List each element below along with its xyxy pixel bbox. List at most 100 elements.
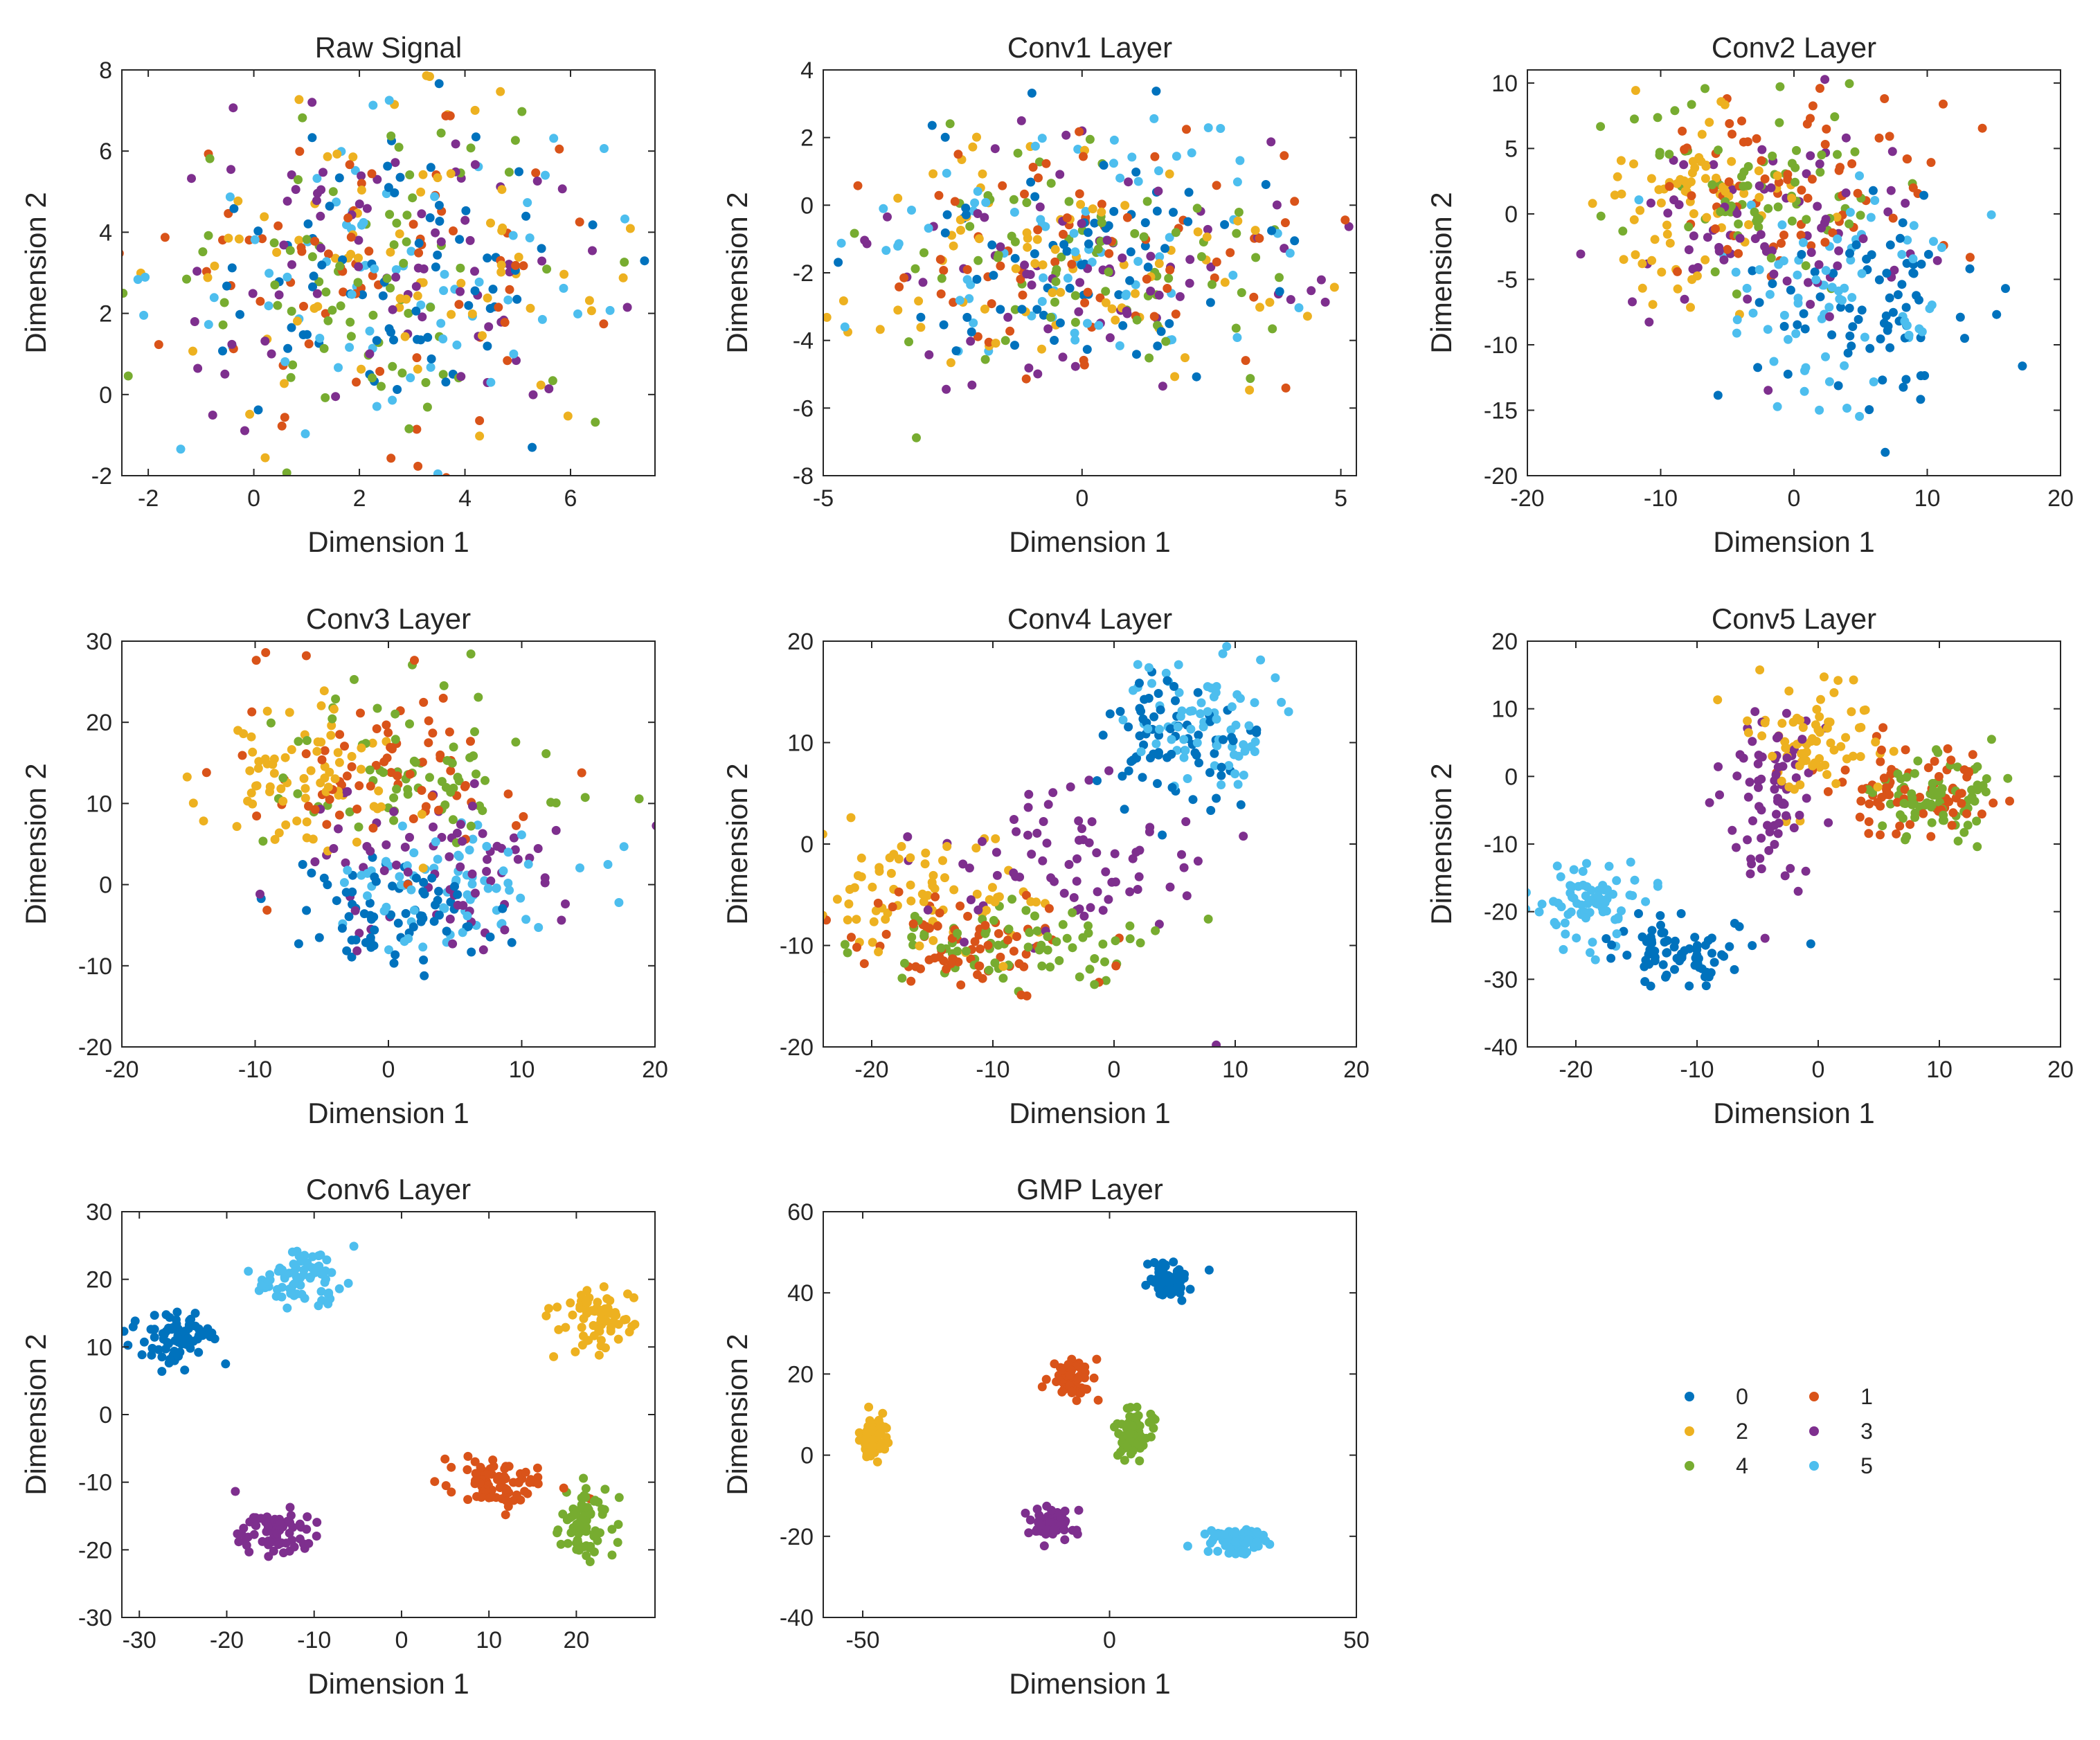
y-axis-label: Dimension 2 [721, 1334, 753, 1495]
y-tick-label: -20 [1484, 463, 1518, 490]
point-class-1 [1050, 257, 1060, 267]
point-class-4 [474, 692, 483, 702]
point-class-0 [1185, 1284, 1195, 1294]
point-class-5 [1904, 330, 1914, 340]
y-tick-label: -15 [1484, 397, 1518, 424]
point-class-0 [1143, 262, 1153, 272]
point-class-0 [418, 913, 428, 923]
point-class-2 [906, 880, 915, 890]
point-class-4 [998, 974, 1008, 983]
point-class-2 [1754, 166, 1764, 176]
point-class-3 [1316, 275, 1326, 285]
point-class-5 [1732, 328, 1741, 338]
point-class-1 [1678, 126, 1687, 136]
point-class-4 [1000, 336, 1010, 346]
point-class-2 [251, 781, 260, 791]
point-class-2 [210, 261, 219, 271]
point-class-2 [293, 316, 302, 326]
point-class-5 [1285, 249, 1295, 258]
point-class-2 [599, 1282, 609, 1291]
point-class-5 [209, 293, 219, 303]
point-class-2 [418, 278, 428, 287]
point-class-4 [1732, 289, 1741, 299]
point-class-1 [345, 160, 355, 170]
point-class-2 [874, 1429, 884, 1439]
point-class-3 [334, 824, 343, 834]
point-class-4 [1043, 945, 1052, 955]
point-class-0 [1131, 168, 1141, 177]
point-class-5 [282, 272, 292, 282]
point-class-0 [1217, 771, 1226, 780]
point-class-1 [1037, 1382, 1047, 1392]
point-class-1 [486, 1493, 496, 1502]
point-class-0 [194, 1347, 204, 1357]
point-class-4 [607, 1550, 617, 1560]
point-class-3 [456, 820, 465, 829]
point-class-1 [1073, 1374, 1083, 1384]
point-class-5 [534, 923, 544, 932]
y-tick-label: -10 [780, 933, 814, 960]
point-class-3 [1124, 177, 1133, 187]
point-class-4 [504, 168, 514, 177]
point-class-3 [208, 411, 217, 420]
point-class-0 [235, 310, 244, 319]
x-axis-label: Dimension 1 [307, 526, 469, 558]
point-class-1 [262, 906, 272, 915]
point-class-1 [859, 959, 869, 969]
point-class-0 [1898, 218, 1908, 228]
point-class-4 [394, 143, 404, 152]
point-class-0 [1622, 951, 1632, 960]
point-class-0 [161, 1344, 170, 1354]
point-class-1 [1280, 218, 1290, 228]
point-class-3 [1834, 246, 1844, 255]
point-class-5 [924, 224, 933, 233]
point-class-5 [1070, 247, 1080, 257]
point-class-3 [1092, 848, 1102, 858]
point-class-1 [906, 976, 916, 986]
point-class-0 [1753, 363, 1763, 373]
point-class-4 [278, 773, 288, 782]
point-class-2 [852, 915, 861, 924]
point-class-3 [312, 1518, 322, 1527]
point-class-4 [1939, 810, 1948, 820]
point-class-3 [1073, 854, 1082, 863]
point-class-0 [1607, 940, 1617, 950]
y-tick-label: 20 [1491, 629, 1518, 655]
point-class-4 [1251, 253, 1261, 262]
point-class-4 [388, 361, 397, 371]
y-tick-label: 4 [800, 57, 814, 84]
point-class-4 [980, 355, 990, 364]
point-class-1 [899, 273, 909, 282]
point-class-2 [602, 1316, 611, 1326]
legend-label-4: 4 [1736, 1453, 1748, 1478]
point-class-5 [480, 876, 490, 886]
point-class-3 [1122, 309, 1132, 319]
point-class-2 [272, 248, 282, 257]
point-class-3 [557, 915, 566, 925]
point-class-4 [294, 175, 303, 184]
point-class-0 [388, 881, 397, 891]
point-class-1 [154, 340, 163, 350]
x-tick-label: -20 [854, 1057, 888, 1083]
point-class-1 [1858, 784, 1867, 794]
point-class-1 [393, 771, 402, 781]
point-class-0 [1874, 275, 1884, 285]
point-class-5 [1581, 913, 1590, 923]
point-class-2 [281, 820, 291, 829]
point-class-0 [483, 253, 492, 263]
point-class-2 [928, 169, 938, 179]
point-class-3 [226, 165, 235, 174]
point-class-4 [586, 1509, 595, 1519]
point-class-3 [1820, 75, 1830, 84]
point-class-1 [304, 339, 314, 349]
point-class-0 [1158, 830, 1167, 840]
point-class-4 [563, 1539, 573, 1548]
axes-frame [121, 69, 656, 476]
point-class-1 [368, 271, 377, 280]
point-class-1 [261, 648, 271, 657]
x-tick-label: 20 [563, 1627, 589, 1653]
point-class-0 [1865, 405, 1874, 415]
point-class-0 [365, 898, 375, 908]
